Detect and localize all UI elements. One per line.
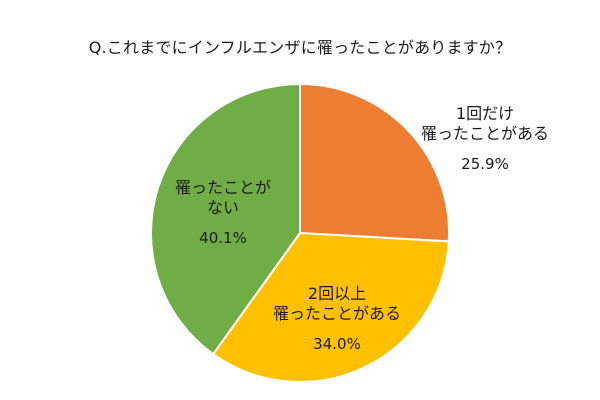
slice-value-once: 25.9%: [461, 155, 509, 173]
pie-slice-once: [299, 83, 450, 243]
slice-label-never-line-2: ない: [206, 198, 239, 217]
slice-label-never-line-1: 罹ったことが: [174, 178, 271, 197]
pie-slice-never: [150, 83, 301, 356]
slice-label-once-line-1: 1回だけ: [455, 104, 515, 123]
slice-label-twice: 2回以上 罹ったことがある 34.0%: [262, 284, 412, 354]
slice-value-never: 40.1%: [199, 229, 247, 247]
slice-label-twice-line-1: 2回以上: [307, 284, 367, 303]
pie-slice-twice: [212, 232, 450, 383]
slice-label-once: 1回だけ 罹ったことがある 25.9%: [415, 104, 555, 174]
slice-label-once-line-2: 罹ったことがある: [420, 124, 549, 143]
chart-title: Q.これまでにインフルエンザに罹ったことがありますか？: [88, 38, 512, 57]
slice-label-never: 罹ったことが ない 40.1%: [158, 178, 288, 248]
slice-value-twice: 34.0%: [313, 335, 361, 353]
slice-label-twice-line-2: 罹ったことがある: [272, 304, 401, 323]
